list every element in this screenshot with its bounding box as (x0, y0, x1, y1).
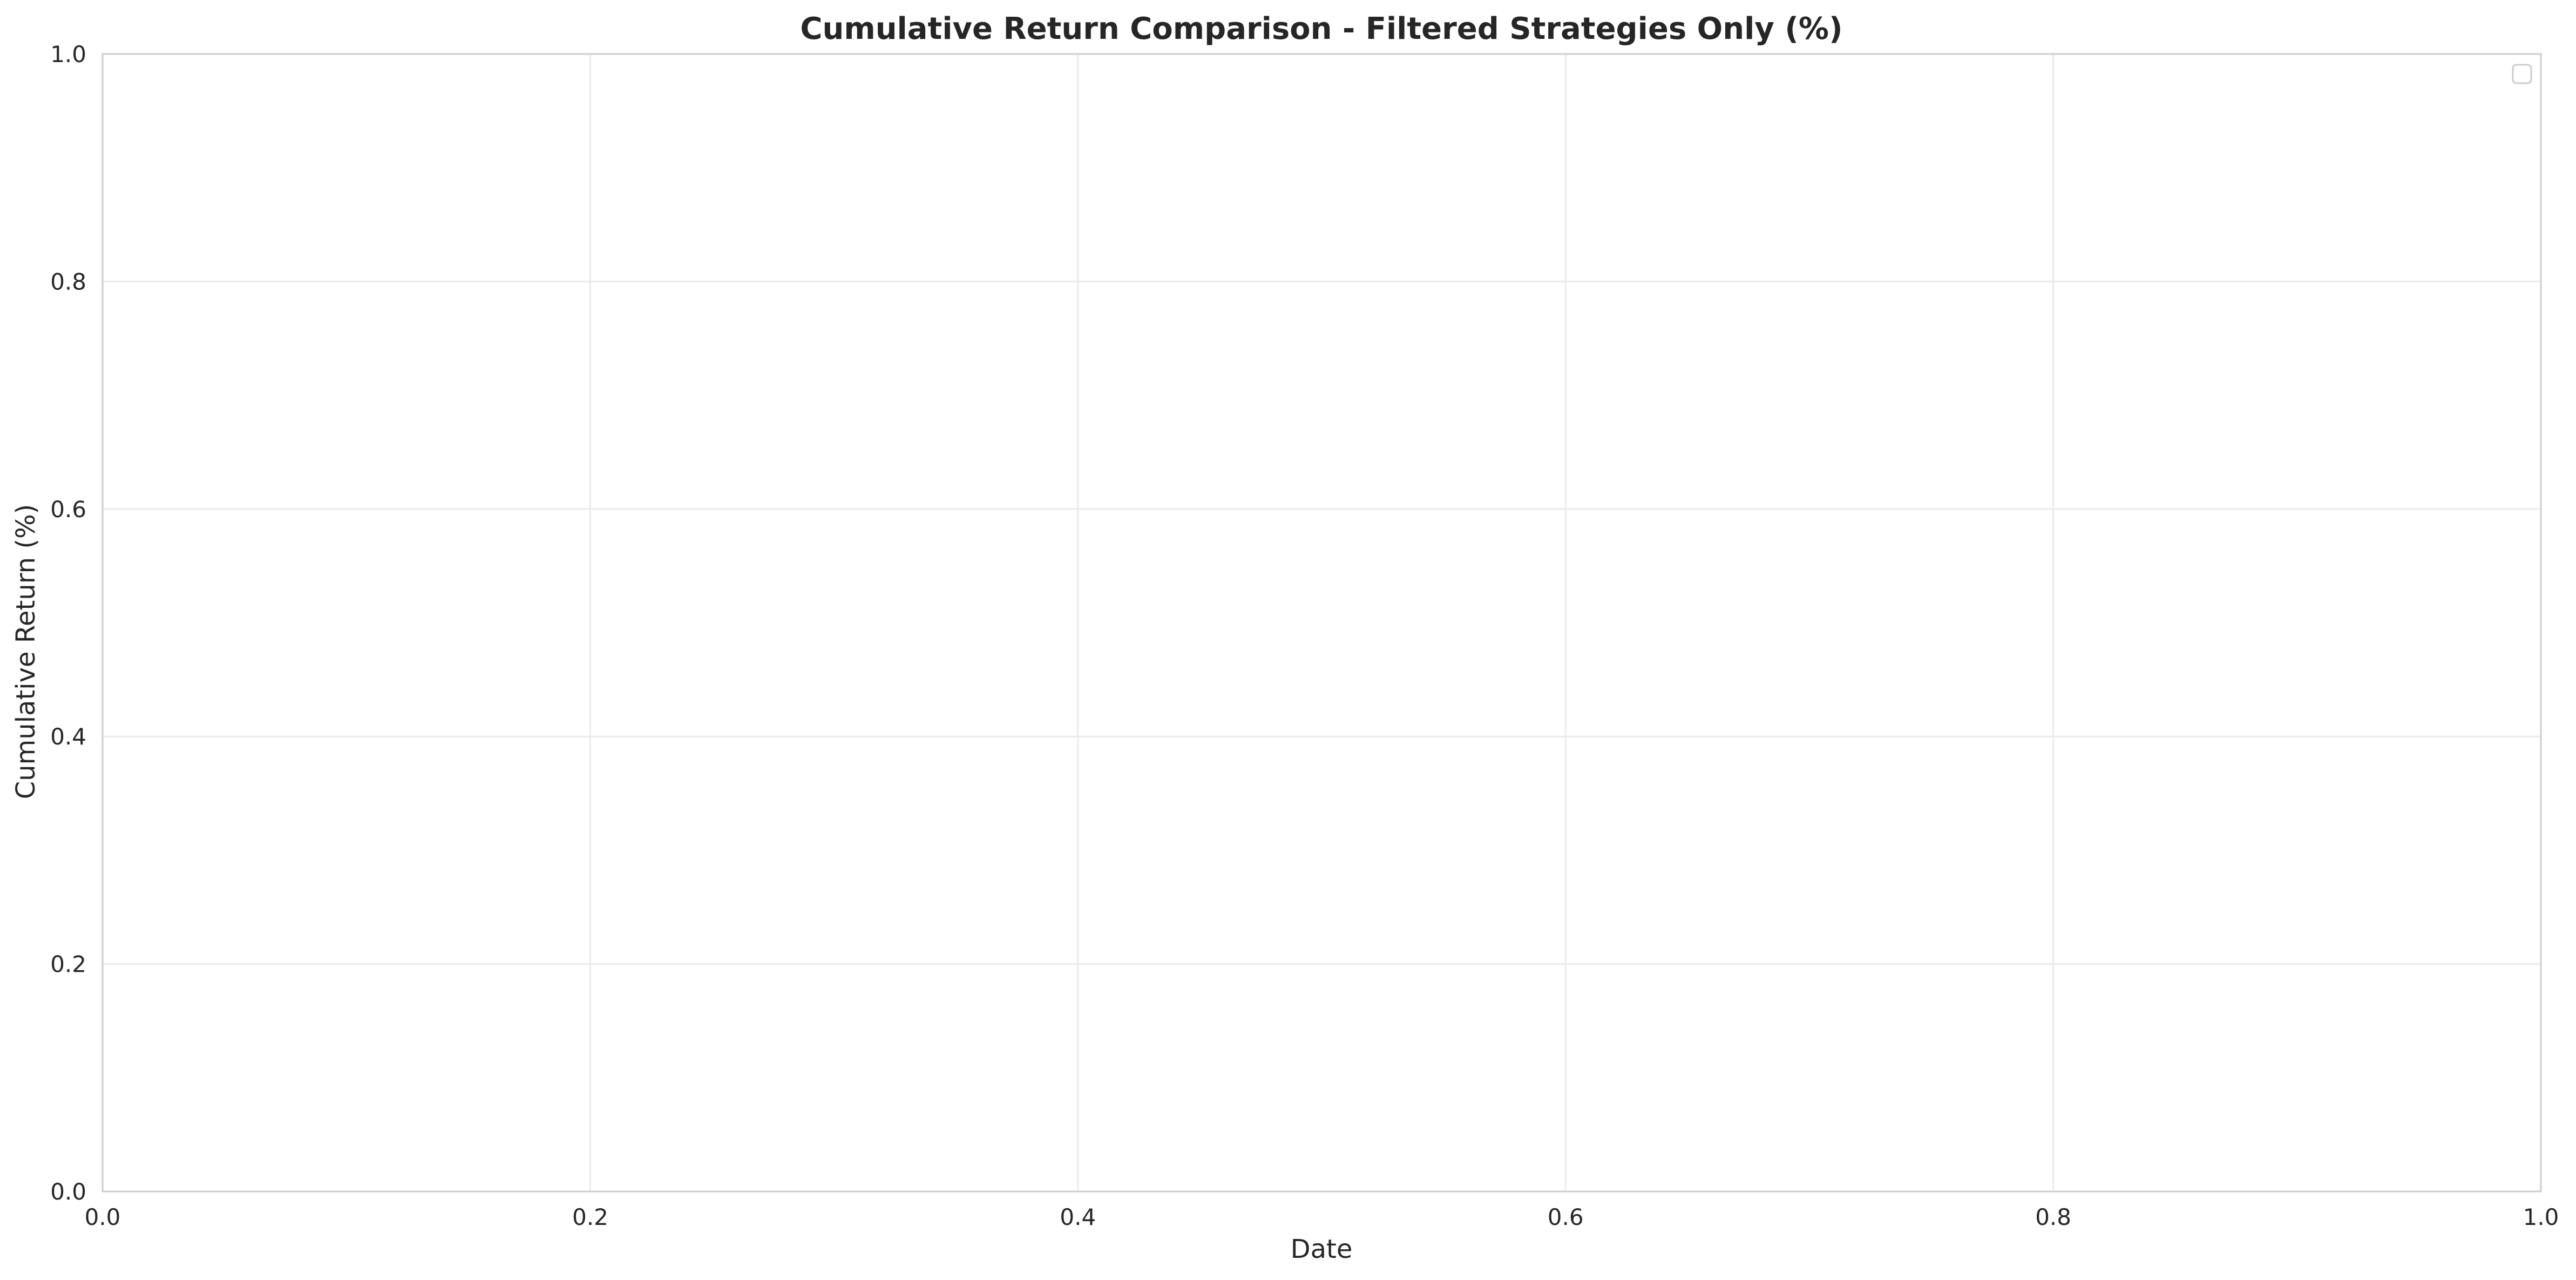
y-tick-label: 0.4 (50, 723, 86, 750)
y-tick-label: 0.0 (50, 1179, 86, 1205)
x-tick-label: 0.2 (572, 1204, 608, 1230)
x-axis-ticks: 0.0 0.2 0.4 0.6 0.8 1.0 (85, 1204, 2559, 1230)
x-tick-label: 0.0 (85, 1204, 121, 1230)
plot-area-frame (101, 53, 2542, 1193)
y-tick-label: 0.6 (50, 496, 86, 523)
y-axis-ticks: 0.0 0.2 0.4 0.6 0.8 1.0 (50, 41, 86, 1205)
legend-box (2512, 64, 2532, 84)
y-tick-label: 0.8 (50, 268, 86, 295)
y-axis-label: Cumulative Return (%) (11, 504, 41, 800)
x-tick-label: 1.0 (2523, 1204, 2559, 1230)
x-tick-label: 0.6 (1548, 1204, 1584, 1230)
y-tick-label: 1.0 (50, 41, 86, 67)
x-tick-label: 0.4 (1060, 1204, 1096, 1230)
chart-title: Cumulative Return Comparison - Filtered … (800, 11, 1842, 46)
x-tick-label: 0.8 (2035, 1204, 2071, 1230)
y-tick-label: 0.2 (50, 951, 86, 978)
x-axis-label: Date (1291, 1234, 1353, 1264)
